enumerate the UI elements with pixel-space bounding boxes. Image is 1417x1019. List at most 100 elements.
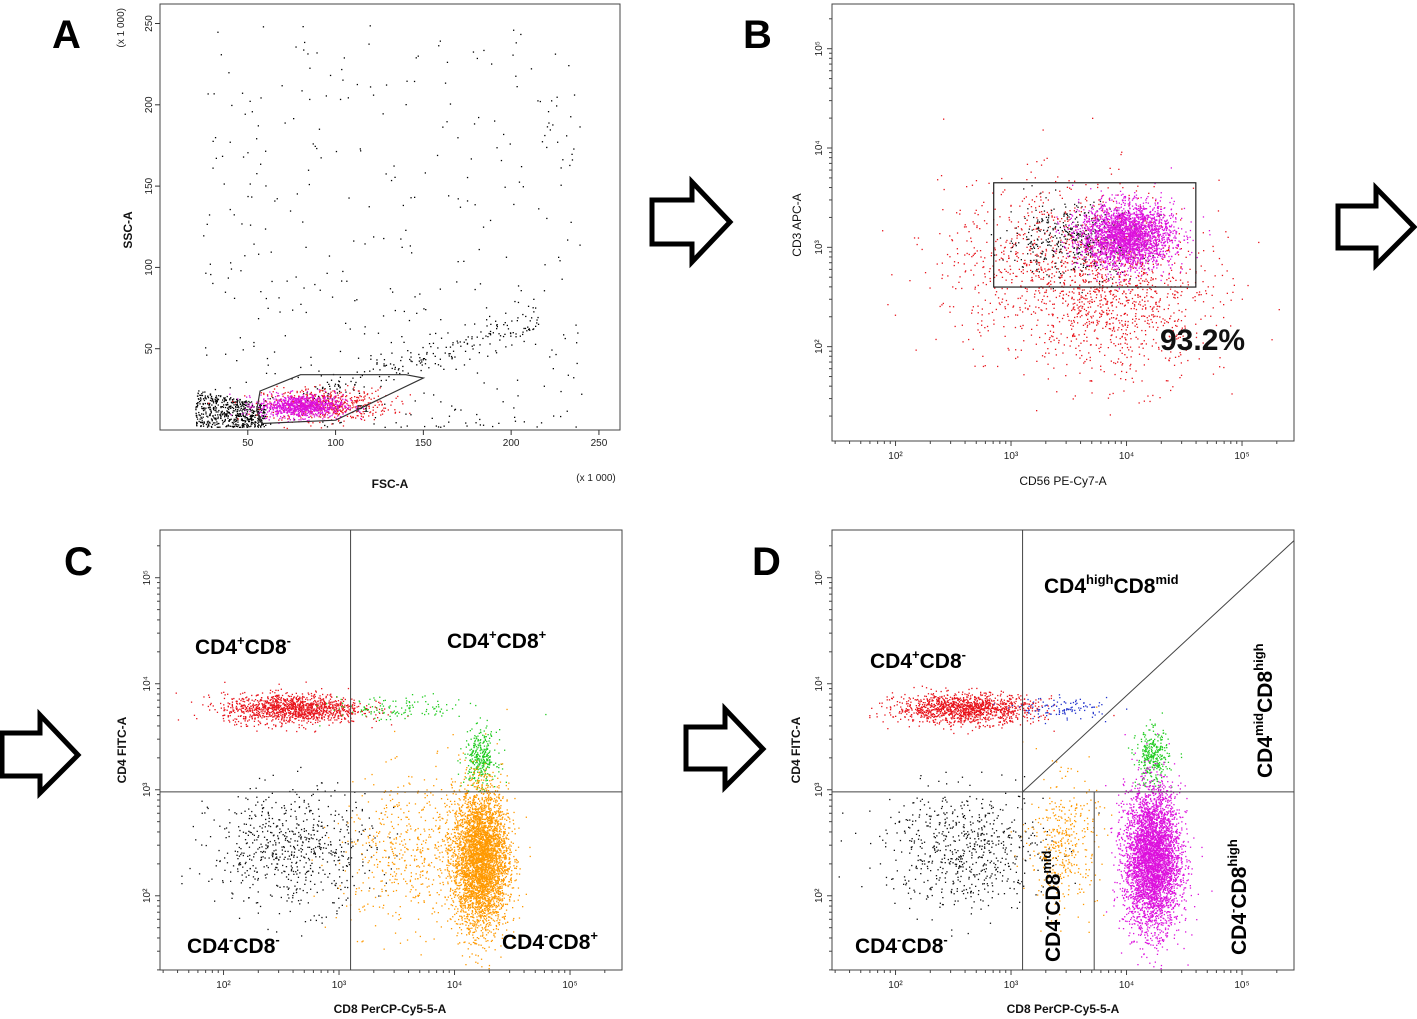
event-dot <box>1042 191 1044 193</box>
event-dot <box>1097 338 1099 340</box>
event-dot <box>290 404 292 406</box>
event-dot <box>1015 242 1017 244</box>
event-dot <box>1056 223 1058 225</box>
event-dot <box>513 203 515 206</box>
event-dot <box>247 152 249 154</box>
event-dot <box>326 405 328 407</box>
event-dot <box>1179 279 1182 281</box>
event-dot <box>299 408 302 410</box>
event-dot <box>253 406 255 408</box>
event-dot <box>310 406 312 408</box>
event-dot <box>250 417 252 419</box>
event-dot <box>225 426 227 428</box>
event-dot <box>291 404 293 407</box>
event-dot <box>220 395 222 397</box>
event-dot <box>1093 330 1096 332</box>
event-dot <box>1036 253 1038 256</box>
event-dot <box>1082 235 1085 237</box>
event-dot <box>1084 298 1086 300</box>
event-dot <box>1092 117 1094 119</box>
event-dot <box>1103 279 1105 282</box>
event-dot <box>1099 200 1102 203</box>
gate-p1-label: P1 <box>357 404 370 415</box>
event-dot <box>1037 219 1039 221</box>
event-dot <box>250 421 253 424</box>
event-dot <box>1037 245 1039 247</box>
event-dot <box>1079 357 1081 359</box>
event-dot <box>1004 189 1006 191</box>
event-dot <box>281 85 283 87</box>
event-dot <box>289 391 292 393</box>
event-dot <box>1027 212 1029 214</box>
event-dot <box>1045 291 1047 293</box>
event-dot <box>1038 287 1040 289</box>
event-dot <box>287 403 289 405</box>
event-dot <box>294 406 296 408</box>
event-dot <box>431 417 433 419</box>
event-dot <box>1195 323 1197 325</box>
event-dot <box>993 323 995 325</box>
event-dot <box>274 401 276 403</box>
event-dot <box>1117 271 1120 274</box>
event-dot <box>338 384 340 387</box>
event-dot <box>281 401 283 404</box>
event-dot <box>206 421 209 423</box>
event-dot <box>1070 235 1072 237</box>
event-dot <box>325 412 327 414</box>
event-dot <box>293 400 295 403</box>
event-dot <box>225 399 227 401</box>
event-dot <box>1103 225 1106 227</box>
event-dot <box>1184 325 1186 327</box>
event-dot <box>1151 308 1153 311</box>
event-dot <box>1082 264 1085 266</box>
event-dot <box>316 52 318 54</box>
event-dot <box>373 236 375 238</box>
event-dot <box>290 409 293 411</box>
event-dot <box>1067 233 1070 235</box>
event-dot <box>1073 333 1075 335</box>
event-dot <box>343 405 346 407</box>
event-dot <box>1063 344 1065 346</box>
event-dot <box>1055 262 1057 264</box>
event-dot <box>230 262 232 264</box>
event-dot <box>1008 257 1010 259</box>
event-dot <box>1085 280 1087 282</box>
event-dot <box>414 296 416 298</box>
event-dot <box>357 415 359 417</box>
arrow-right-icon <box>1335 181 1417 272</box>
event-dot <box>203 421 205 423</box>
event-dot <box>303 418 305 421</box>
event-dot <box>294 400 296 402</box>
event-dot <box>1077 201 1080 203</box>
event-dot <box>1007 316 1009 318</box>
event-dot <box>334 413 337 415</box>
event-dot <box>1077 307 1079 309</box>
event-dot <box>251 404 254 407</box>
event-dot <box>972 221 974 223</box>
event-dot <box>351 400 354 402</box>
event-dot <box>314 402 316 405</box>
event-dot <box>1155 290 1157 292</box>
event-dot <box>469 358 471 360</box>
event-dot <box>306 409 308 412</box>
event-dot <box>1128 228 1130 231</box>
event-dot <box>323 414 325 416</box>
event-dot <box>567 374 569 376</box>
event-dot <box>292 397 295 399</box>
event-dot <box>230 418 232 420</box>
event-dot <box>1171 326 1173 329</box>
event-dot <box>258 421 260 423</box>
event-dot <box>299 415 301 417</box>
event-dot <box>510 335 512 337</box>
event-dot <box>956 212 958 214</box>
event-dot <box>379 400 381 402</box>
event-dot <box>1078 312 1080 315</box>
event-dot <box>1016 275 1018 278</box>
event-dot <box>1077 253 1079 255</box>
event-dot <box>377 395 379 397</box>
event-dot <box>263 411 265 413</box>
event-dot <box>1055 180 1057 183</box>
event-dot <box>1196 332 1198 334</box>
event-dot <box>237 414 239 417</box>
event-dot <box>1072 307 1075 309</box>
